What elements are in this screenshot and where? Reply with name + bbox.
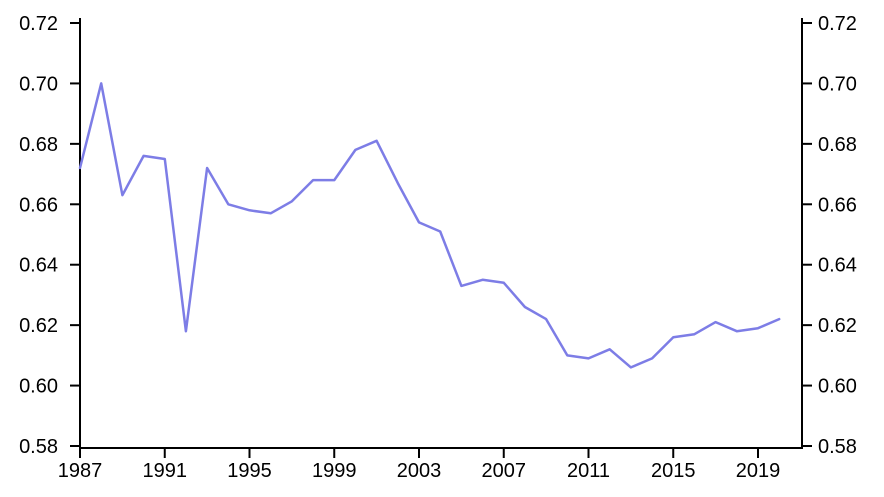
y-axis-tick-label-left: 0.70 [19, 73, 58, 95]
x-axis-tick-label: 2007 [482, 460, 527, 482]
x-axis-tick-label: 1987 [58, 460, 103, 482]
y-axis-tick-label-left: 0.64 [19, 255, 58, 277]
y-axis-tick-label-right: 0.68 [818, 134, 857, 156]
y-axis-tick-label-right: 0.64 [818, 255, 857, 277]
y-axis-tick-label-left: 0.68 [19, 134, 58, 156]
y-axis-tick-label-left: 0.58 [19, 436, 58, 458]
x-axis-tick-label: 1991 [143, 460, 188, 482]
y-axis-tick-label-left: 0.66 [19, 194, 58, 216]
data-line-series-1 [78, 82, 781, 369]
x-axis-tick-label: 2003 [397, 460, 442, 482]
x-axis-tick-label: 2015 [651, 460, 696, 482]
x-axis-tick-label: 2019 [736, 460, 781, 482]
y-axis-tick-label-right: 0.70 [818, 73, 857, 95]
y-axis-tick-label-left: 0.62 [19, 315, 58, 337]
y-axis-tick-label-left: 0.60 [19, 376, 58, 398]
y-axis-tick-label-right: 0.60 [818, 376, 857, 398]
y-axis-tick-label-right: 0.72 [818, 13, 857, 35]
y-axis-tick-label-right: 0.62 [818, 315, 857, 337]
y-axis-tick-label-right: 0.58 [818, 436, 857, 458]
y-axis-tick-label-right: 0.66 [818, 194, 857, 216]
x-axis-tick-label: 2011 [567, 460, 610, 482]
y-axis-tick-label-left: 0.72 [19, 13, 58, 35]
x-axis-tick-label: 1999 [312, 460, 357, 482]
x-axis-tick-label: 1995 [227, 460, 272, 482]
